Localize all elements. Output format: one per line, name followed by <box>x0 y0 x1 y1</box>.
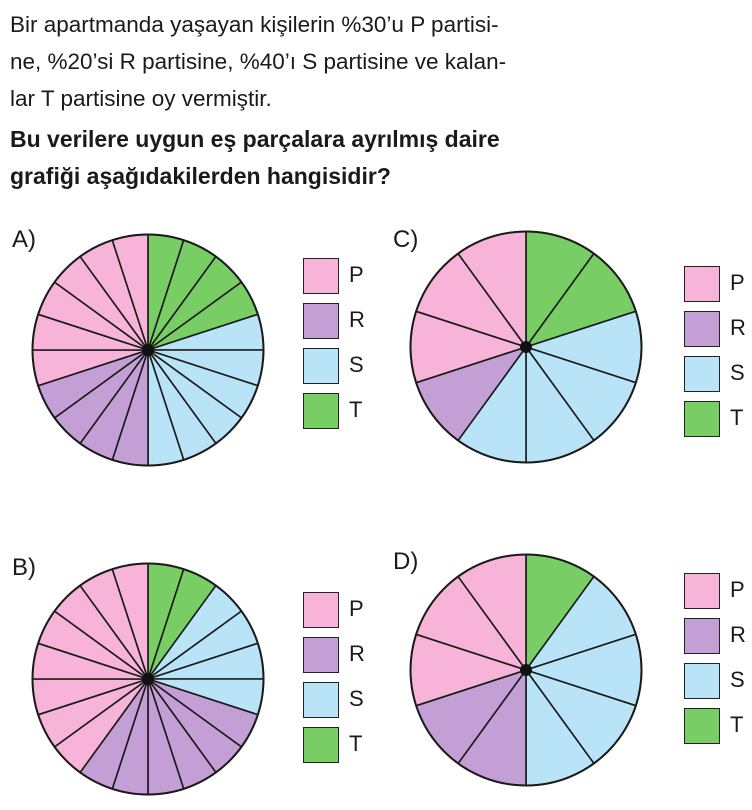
legend-item-r: R <box>303 637 383 677</box>
pie-center-dot <box>142 673 154 685</box>
legend-swatch-r <box>684 618 720 654</box>
pie-center-dot <box>520 664 532 676</box>
legend-label-s: S <box>730 360 745 385</box>
legend-item-r: R <box>684 311 752 351</box>
question-text: Bir apartmanda yaşayan kişilerin %30’u P… <box>10 6 730 195</box>
legend-item-s: S <box>684 663 752 703</box>
legend-swatch-t <box>684 708 720 744</box>
question-line: Bir apartmanda yaşayan kişilerin %30’u P… <box>10 12 499 37</box>
legend-label-s: S <box>349 352 364 377</box>
option-label-a[interactable]: A) <box>12 226 36 253</box>
legend-item-p: P <box>303 592 383 632</box>
pie-outline <box>409 230 643 464</box>
legend-label-r: R <box>730 622 746 647</box>
question-line: ne, %20’si R partisine, %40’ı S partisin… <box>10 49 507 74</box>
pie-outline <box>409 553 643 787</box>
legend-label-t: T <box>349 731 363 756</box>
legend-label-t: T <box>349 397 363 422</box>
legend-item-t: T <box>684 708 752 748</box>
pie-center-dot <box>142 344 154 356</box>
legend-item-p: P <box>684 573 752 613</box>
pie-outline <box>31 562 265 796</box>
legend-item-t: T <box>303 727 383 767</box>
legend-item-p: P <box>303 258 383 298</box>
legend-item-s: S <box>303 348 383 388</box>
legend-label-p: P <box>349 596 364 621</box>
option-label-d[interactable]: D) <box>393 548 419 575</box>
legend-swatch-p <box>684 573 720 609</box>
legend-swatch-p <box>303 592 339 628</box>
legend-item-r: R <box>303 303 383 343</box>
pie-chart-d[interactable] <box>409 553 643 787</box>
legend-swatch-p <box>684 266 720 302</box>
legend-swatch-t <box>303 727 339 763</box>
option-label-c[interactable]: C) <box>393 226 419 253</box>
legend-label-r: R <box>349 307 365 332</box>
legend-item-s: S <box>303 682 383 722</box>
legend-swatch-t <box>684 401 720 437</box>
legend-label-p: P <box>730 577 745 602</box>
legend-label-r: R <box>730 315 746 340</box>
pie-center-dot <box>520 341 532 353</box>
pie-chart-a[interactable] <box>31 233 265 467</box>
legend-label-t: T <box>730 405 744 430</box>
legend-item-t: T <box>684 401 752 441</box>
legend-item-t: T <box>303 393 383 433</box>
legend-label-s: S <box>730 667 745 692</box>
question-prompt-line: Bu verilere uygun eş parçalara ayrılmış … <box>10 126 500 152</box>
pie-chart-b[interactable] <box>31 562 265 796</box>
legend-label-p: P <box>349 262 364 287</box>
pie-chart-c[interactable] <box>409 230 643 464</box>
pie-outline <box>31 233 265 467</box>
legend-item-r: R <box>684 618 752 658</box>
legend-swatch-r <box>303 637 339 673</box>
question-line: lar T partisine oy vermiştir. <box>10 86 272 111</box>
legend-label-t: T <box>730 712 744 737</box>
legend-swatch-r <box>303 303 339 339</box>
legend-swatch-r <box>684 311 720 347</box>
legend-swatch-s <box>684 356 720 392</box>
legend-swatch-s <box>303 348 339 384</box>
question-prompt-line: grafiği aşağıdakilerden hangisidir? <box>10 163 391 189</box>
legend-label-s: S <box>349 686 364 711</box>
legend-swatch-s <box>303 682 339 718</box>
legend-item-p: P <box>684 266 752 306</box>
legend-label-p: P <box>730 270 745 295</box>
option-label-b[interactable]: B) <box>12 554 36 581</box>
legend-swatch-p <box>303 258 339 294</box>
legend-swatch-s <box>684 663 720 699</box>
legend-item-s: S <box>684 356 752 396</box>
legend-swatch-t <box>303 393 339 429</box>
legend-label-r: R <box>349 641 365 666</box>
